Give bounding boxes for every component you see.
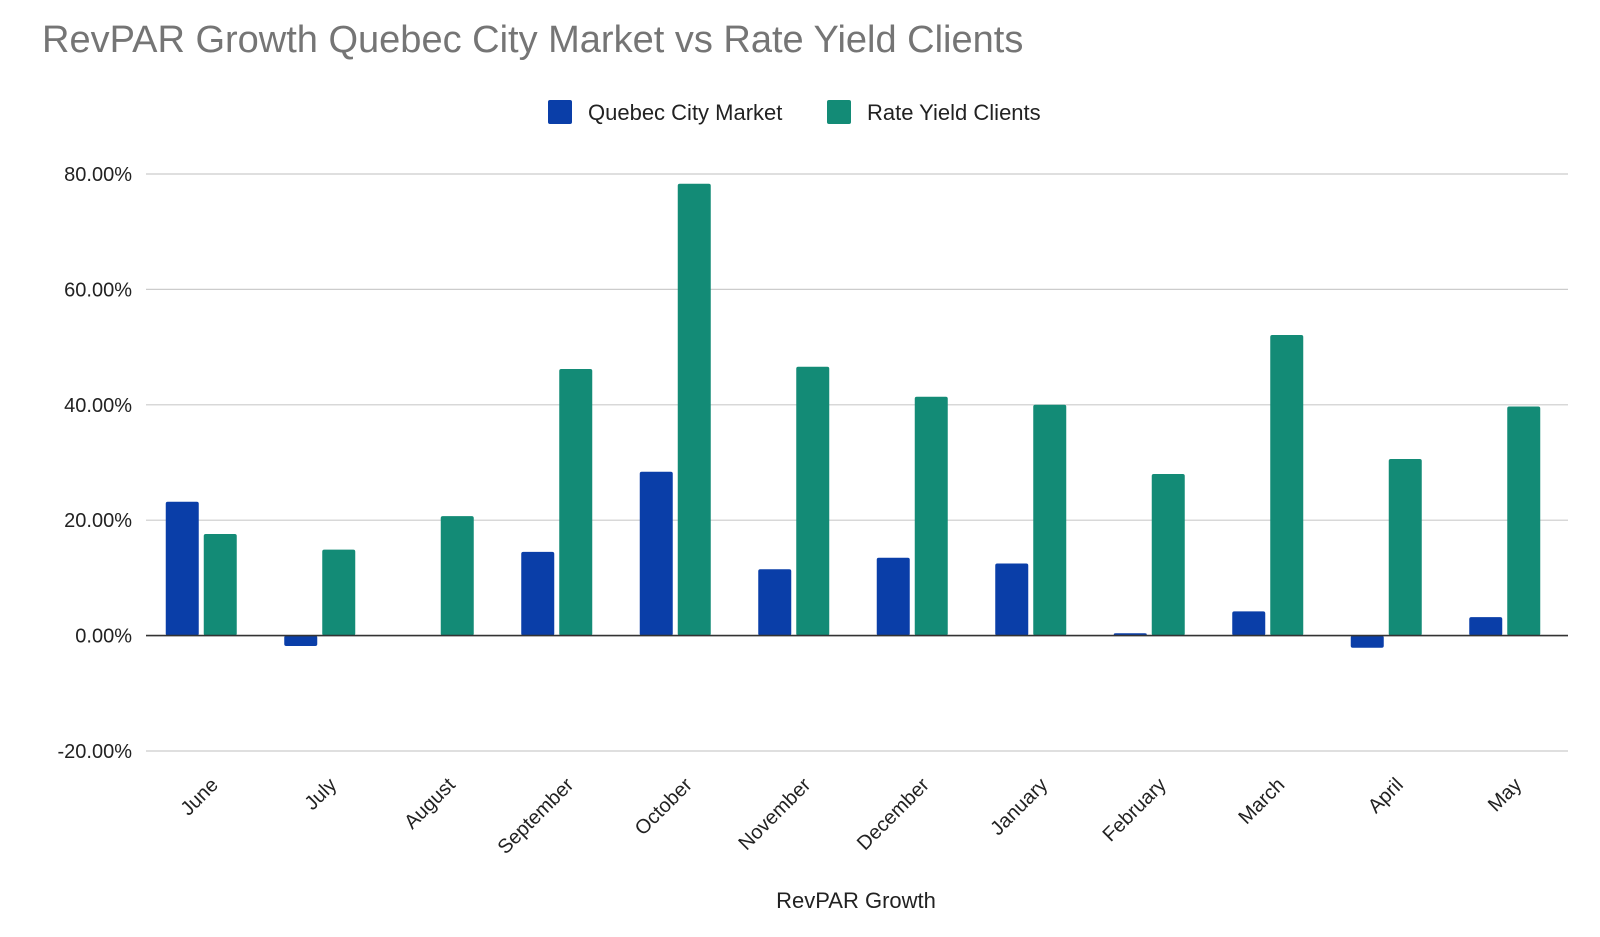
y-axis-tick-labels: -20.00% 0.00% 20.00% 40.00% 60.00% 80.00% (58, 164, 133, 763)
legend-swatch-quebec-city-market (548, 100, 572, 124)
y-tick-label: 80.00% (64, 164, 132, 186)
bar-rate-yield-clients-february (1151, 474, 1185, 636)
legend-label-rate-yield-clients: Rate Yield Clients (867, 100, 1041, 125)
x-tick-label-august: August (400, 774, 460, 834)
legend-item-rate-yield-clients: Rate Yield Clients (827, 100, 1041, 125)
x-tick-label-march: March (1234, 774, 1289, 829)
bar-quebec-city-market-november (758, 569, 792, 636)
x-tick-label-december: December (853, 774, 934, 855)
bar-quebec-city-market-october (639, 471, 673, 636)
x-axis-tick-labels: June July August September October November De… (177, 774, 1527, 859)
bar-quebec-city-market-april (1350, 635, 1384, 648)
x-tick-label-november: November (734, 774, 815, 855)
bar-quebec-city-market-january (995, 563, 1029, 636)
legend-label-quebec-city-market: Quebec City Market (588, 100, 782, 125)
bar-quebec-city-market-march (1232, 611, 1266, 636)
legend-item-quebec-city-market: Quebec City Market (548, 100, 782, 125)
x-tick-label-may: May (1484, 774, 1526, 816)
bars (165, 183, 1541, 648)
bar-quebec-city-market-september (521, 551, 555, 636)
x-tick-label-july: July (301, 774, 342, 815)
gridlines (146, 173, 1568, 752)
x-tick-label-february: February (1099, 774, 1171, 846)
bar-rate-yield-clients-september (559, 369, 593, 636)
bar-quebec-city-market-may (1469, 617, 1503, 636)
bar-rate-yield-clients-january (1033, 404, 1067, 636)
bar-rate-yield-clients-october (677, 183, 711, 636)
bar-rate-yield-clients-july (322, 549, 356, 636)
y-tick-label: 40.00% (64, 395, 132, 417)
bar-rate-yield-clients-may (1507, 406, 1541, 636)
y-tick-label: 20.00% (64, 510, 132, 532)
legend: Quebec City Market Rate Yield Clients (548, 100, 1041, 125)
y-tick-label: -20.00% (58, 741, 133, 763)
y-tick-label: 60.00% (64, 279, 132, 301)
bar-quebec-city-market-july (284, 635, 318, 646)
bar-rate-yield-clients-march (1270, 334, 1304, 636)
chart-title: RevPAR Growth Quebec City Market vs Rate… (42, 19, 1023, 61)
x-tick-label-june: June (177, 774, 223, 820)
x-tick-label-january: January (986, 774, 1052, 840)
bar-rate-yield-clients-december (914, 396, 948, 636)
bar-quebec-city-market-december (876, 557, 910, 636)
bar-quebec-city-market-june (165, 501, 199, 636)
y-tick-label: 0.00% (75, 626, 132, 648)
x-axis-title: RevPAR Growth (776, 888, 936, 913)
x-tick-label-september: September (494, 774, 579, 859)
bar-rate-yield-clients-november (796, 366, 830, 636)
legend-swatch-rate-yield-clients (827, 100, 851, 124)
bar-rate-yield-clients-april (1388, 459, 1422, 636)
x-tick-label-october: October (631, 774, 697, 840)
bar-rate-yield-clients-august (440, 516, 474, 636)
x-tick-label-april: April (1364, 774, 1408, 818)
bar-rate-yield-clients-june (203, 534, 237, 636)
